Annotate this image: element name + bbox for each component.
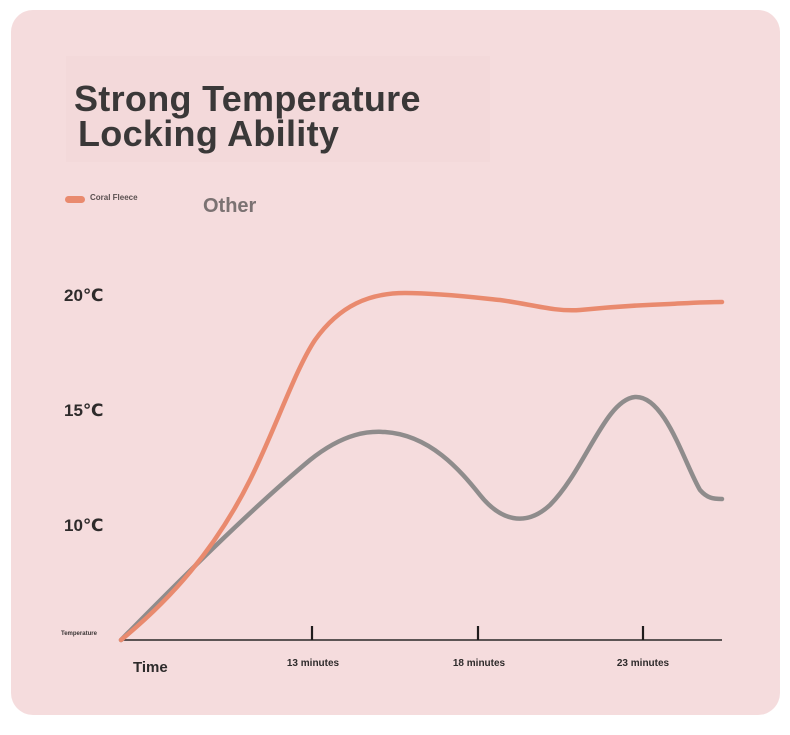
y-tick-label-10: 10℃ — [64, 516, 104, 535]
chart-title-line-1: Strong Temperature — [74, 78, 421, 119]
y-tick-label-20: 20℃ — [64, 286, 104, 305]
series-line-coral-fleece — [118, 290, 725, 643]
series-line-other — [118, 394, 725, 643]
x-tick-label-18: 18 minutes — [452, 658, 506, 669]
legend-swatch-coral-fleece — [65, 196, 85, 203]
title-box — [66, 56, 490, 162]
y-tick-label-15: 15℃ — [64, 401, 104, 420]
legend-label-other: Other — [203, 195, 257, 217]
y-axis-label: Temperature — [61, 631, 97, 637]
x-tick-label-23: 23 minutes — [616, 658, 670, 669]
x-tick-label-13: 13 minutes — [286, 658, 340, 669]
chart-title-line-2: Locking Ability — [78, 113, 340, 154]
legend-label-coral-fleece: Coral Fleece — [90, 193, 138, 202]
x-axis-label: Time — [133, 659, 168, 676]
